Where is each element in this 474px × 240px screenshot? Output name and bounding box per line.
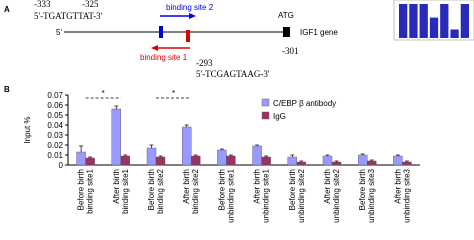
- legend-swatch: [261, 98, 270, 107]
- inset-bar: [450, 29, 459, 38]
- site2-arrowhead: [189, 13, 196, 19]
- bar: [190, 155, 201, 166]
- bar: [76, 151, 86, 166]
- bar: [393, 155, 403, 166]
- inset-frame: [393, 0, 474, 41]
- bar: [358, 154, 368, 166]
- bar: [85, 157, 95, 166]
- inset-bar: [409, 4, 418, 38]
- y-tick-label: 0.02: [47, 141, 63, 150]
- y-axis-label: Input %: [23, 116, 32, 143]
- y-tick-label: 0.01: [47, 151, 63, 160]
- inset-bar: [429, 17, 439, 38]
- bar: [296, 161, 306, 166]
- y-tick-label: 0: [59, 161, 64, 170]
- panel-label: B: [4, 85, 10, 94]
- position: -301: [282, 46, 299, 56]
- bar: [155, 156, 166, 166]
- legend-label: IgG: [273, 112, 286, 121]
- inset-bar: [419, 4, 428, 38]
- bar: [226, 155, 236, 166]
- x-tick-label: Before birthbinding site2: [147, 168, 165, 213]
- bar: [331, 161, 342, 166]
- x-tick-label: Before birthunbinding site3: [358, 168, 376, 222]
- legend-swatch: [261, 111, 270, 120]
- significance-mark: *: [102, 89, 105, 98]
- bar: [252, 145, 262, 166]
- x-tick-label: Before birthunbinding site2: [288, 168, 306, 222]
- y-tick-label: 0.05: [47, 111, 63, 120]
- gene-box: [283, 27, 290, 37]
- site1-arrowhead: [151, 45, 158, 51]
- x-tick-label: Before birthbinding site1: [77, 168, 95, 213]
- bar: [217, 149, 227, 166]
- inset-bar: [399, 4, 408, 38]
- y-tick-label: 0.04: [47, 121, 63, 130]
- site1-mark: [186, 30, 190, 42]
- x-tick-label: After birthunbinding site3: [393, 168, 411, 222]
- bar: [120, 155, 131, 166]
- bar: [322, 155, 333, 166]
- gene-label: IGF1 gene: [300, 28, 338, 37]
- site1-label: binding site 1: [140, 53, 188, 62]
- inset-bar: [460, 4, 469, 38]
- x-tick-label: Before birthunbinding site1: [217, 168, 235, 222]
- x-tick-label: After birthunbinding site1: [253, 168, 271, 222]
- position: -325: [82, 0, 99, 9]
- y-tick-label: 0.03: [47, 131, 63, 140]
- five-prime: 5': [56, 28, 62, 37]
- start-codon: ATG: [278, 11, 294, 20]
- bar: [261, 156, 271, 166]
- site2-mark: [159, 26, 163, 38]
- bar: [146, 147, 157, 166]
- x-tick-label: After birthunbinding site2: [323, 168, 341, 222]
- x-tick-label: After birthbinding site2: [182, 168, 200, 213]
- bar: [402, 161, 412, 166]
- sequence: 5'-TGATGTTAT-3': [34, 11, 103, 21]
- sequence: 5'-TCGAGTAAG-3': [196, 69, 270, 79]
- panel-label: A: [4, 5, 10, 14]
- bar: [181, 126, 192, 166]
- position: -333: [34, 0, 51, 9]
- bar: [111, 108, 122, 166]
- y-tick-label: 0.06: [47, 101, 63, 110]
- inset-bar: [440, 4, 449, 38]
- y-tick-label: 0.07: [47, 91, 63, 100]
- x-tick-label: After birthbinding site1: [112, 168, 130, 213]
- site2-label: binding site 2: [166, 3, 214, 12]
- bar: [287, 156, 297, 166]
- position: -293: [196, 58, 213, 68]
- significance-mark: *: [172, 89, 175, 98]
- legend-label: C/EBP β antibody: [273, 99, 336, 108]
- bar: [367, 160, 377, 166]
